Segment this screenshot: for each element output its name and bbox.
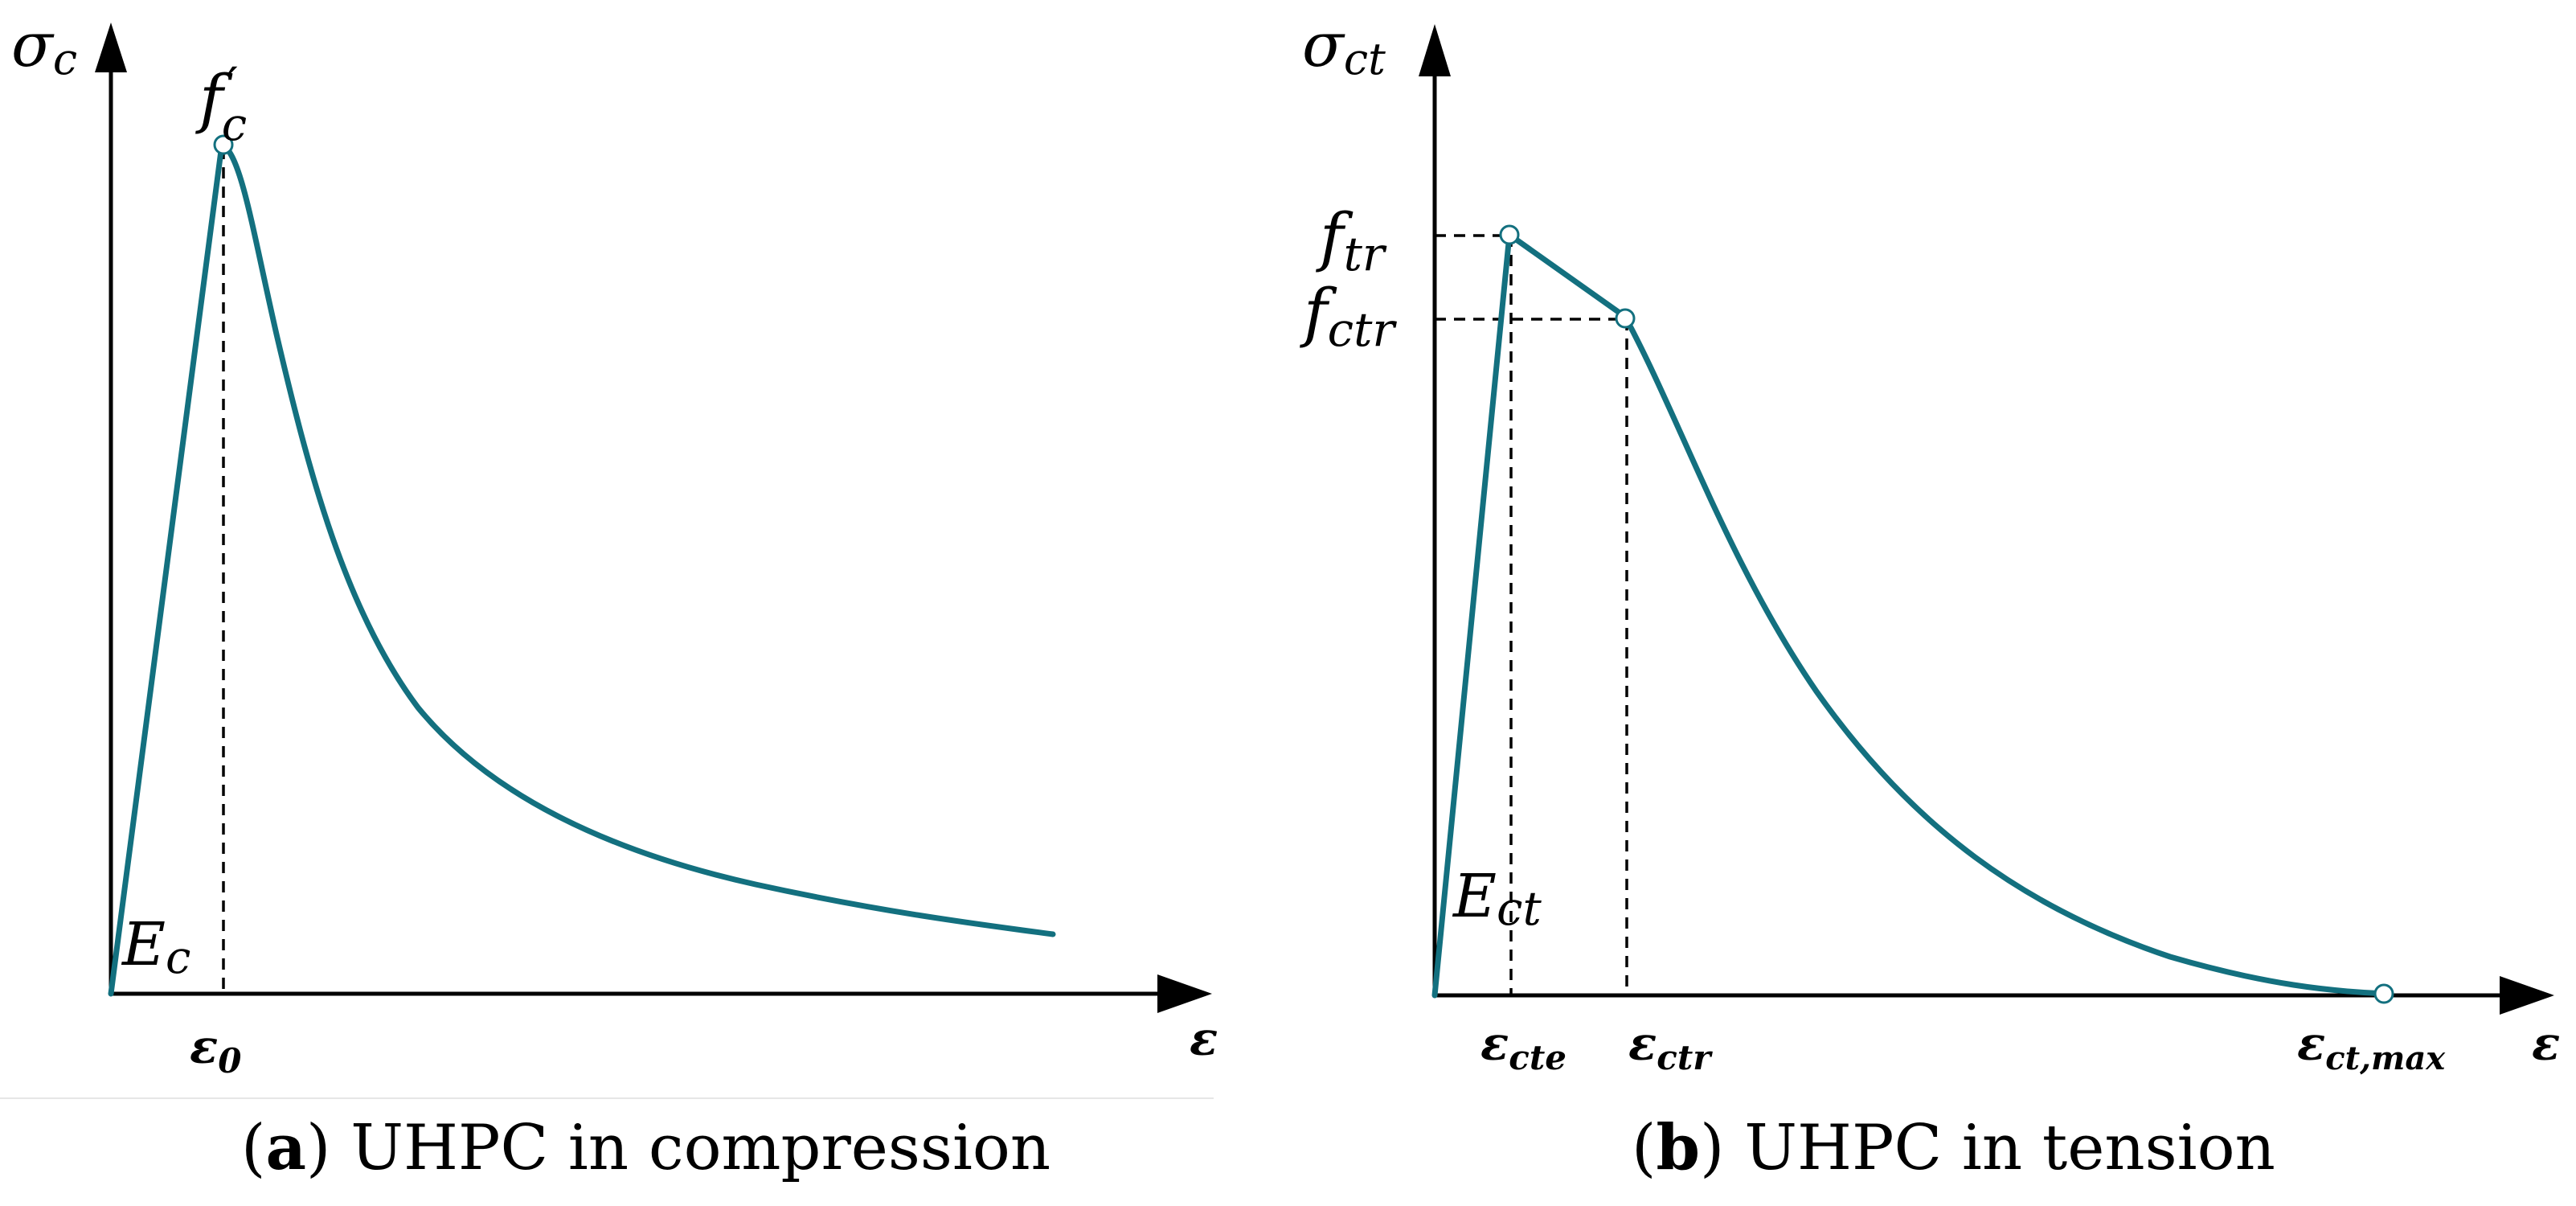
x-axis-a-arrow	[1157, 974, 1212, 1013]
panel-tension: σct ftr fctr Ect εcte εctr εct,max ε (b)…	[1300, 9, 2560, 1184]
y-axis-label-a: σc	[11, 9, 77, 84]
ultimate-strain-marker	[2373, 983, 2394, 1004]
ecte-label: εcte	[1480, 1016, 1566, 1077]
peak-point-marker	[213, 134, 234, 155]
x-axis-label-b: ε	[2532, 1016, 2560, 1071]
ectmax-label: εct,max	[2297, 1016, 2446, 1077]
modulus-label-a: Ec	[121, 910, 190, 984]
x-axis-b-arrow	[2500, 976, 2554, 1015]
fctr-label: fctr	[1300, 275, 1397, 357]
panel-compression: σc f′ c Ec ε0 ε (a) UHPC in compression	[11, 9, 1218, 1184]
caption-compression: (a) UHPC in compression	[241, 1111, 1050, 1184]
peak-strain-label: ε0	[190, 1019, 242, 1081]
y-axis-label-b: σct	[1302, 9, 1386, 84]
ftr-label: ftr	[1316, 199, 1387, 281]
peak-strength-label: f′ c	[195, 56, 247, 151]
y-axis-a-arrow	[95, 23, 127, 72]
ectr-label: εctr	[1628, 1016, 1713, 1077]
residual-strength-marker	[1615, 308, 1636, 329]
x-axis-label-a: ε	[1190, 1011, 1218, 1066]
y-axis-b-arrow	[1419, 24, 1451, 76]
tensile-strength-marker	[1499, 224, 1520, 245]
stress-strain-curve-compression	[108, 142, 1056, 997]
modulus-label-b: Ect	[1452, 862, 1542, 936]
stress-strain-curve-tension	[1431, 232, 2389, 999]
caption-tension: (b) UHPC in tension	[1632, 1111, 2275, 1184]
